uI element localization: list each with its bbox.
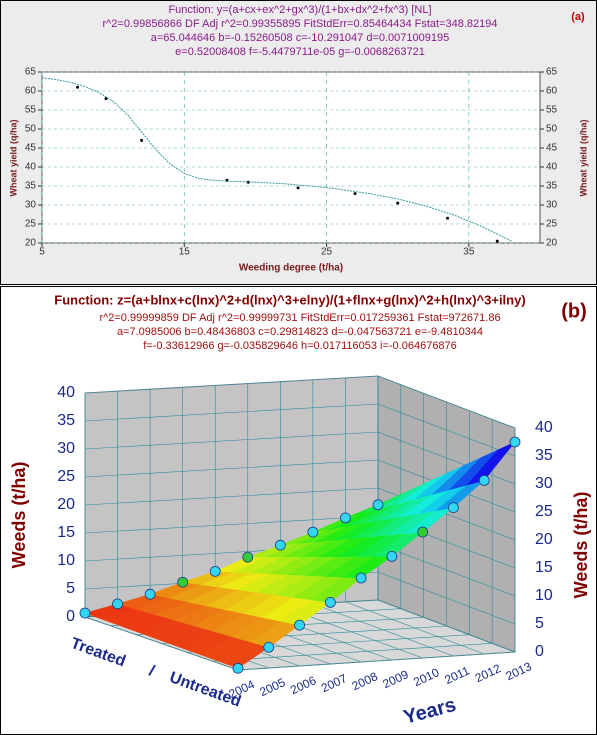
x-axis-label: Weeding degree (t/ha) bbox=[239, 263, 343, 274]
y-tick-label-right: 35 bbox=[546, 181, 558, 192]
y-tick-label-right: 25 bbox=[546, 219, 558, 230]
data-point bbox=[246, 180, 250, 184]
data-point bbox=[417, 526, 429, 538]
z-tick-label-right: 30 bbox=[535, 475, 553, 492]
y-tick-label-right: 65 bbox=[546, 67, 558, 78]
panel-label: (a) bbox=[571, 11, 585, 23]
data-point bbox=[209, 565, 221, 577]
grid-line bbox=[84, 431, 379, 450]
z-tick-label-right: 15 bbox=[535, 559, 553, 576]
data-point bbox=[232, 662, 244, 674]
data-point bbox=[446, 216, 450, 220]
data-point bbox=[340, 512, 351, 524]
data-point bbox=[144, 588, 156, 600]
data-point bbox=[396, 201, 400, 205]
x-tick-label: 25 bbox=[321, 247, 333, 258]
data-point bbox=[263, 641, 275, 653]
y-tick-label: 40 bbox=[25, 162, 37, 173]
z-axis-label: Weeds (t/ha) bbox=[9, 462, 29, 569]
data-point bbox=[324, 597, 336, 608]
y-tick-label: 35 bbox=[25, 181, 37, 192]
y-tick-label-right: 20 bbox=[546, 238, 558, 249]
data-point bbox=[386, 551, 398, 562]
data-point bbox=[274, 539, 286, 551]
annotation: e=0.52008408 f=-5.4479711e-05 g=-0.00682… bbox=[175, 46, 425, 58]
data-point bbox=[79, 607, 91, 619]
floor-grid bbox=[212, 643, 493, 662]
y-tick-label-right: 55 bbox=[546, 105, 558, 116]
data-point bbox=[104, 97, 108, 101]
z-tick-label-right: 0 bbox=[535, 643, 544, 660]
data-point bbox=[76, 85, 80, 89]
data-point bbox=[177, 576, 189, 588]
chart-title: Function: z=(a+blnx+c(lnx)^2+d(lnx)^3+el… bbox=[54, 292, 525, 307]
grid-line bbox=[84, 487, 379, 506]
data-point bbox=[140, 138, 144, 142]
z-tick-label: 0 bbox=[66, 608, 75, 625]
y-tick-label-right: 50 bbox=[546, 124, 558, 135]
z-tick-label-right: 35 bbox=[535, 447, 553, 464]
y-axis-label-right: Wheat yield (q/ha) bbox=[578, 119, 588, 196]
data-point bbox=[112, 598, 123, 610]
x-tick-label: 35 bbox=[463, 247, 475, 258]
fit-curve bbox=[41, 77, 512, 242]
z-tick-label: 10 bbox=[57, 552, 75, 569]
z-tick-label: 40 bbox=[57, 384, 75, 401]
x-tick-label: 5 bbox=[39, 247, 45, 258]
z-tick-label: 15 bbox=[57, 524, 75, 541]
annotation: a=7.0985006 b=0.48436803 c=0.29814823 d=… bbox=[117, 326, 483, 338]
data-point bbox=[509, 436, 521, 448]
data-point bbox=[495, 239, 499, 243]
y-tick-label: 30 bbox=[25, 200, 37, 211]
y-tick-label: / bbox=[147, 662, 158, 680]
data-point bbox=[355, 572, 367, 584]
y-tick-label: 60 bbox=[25, 86, 37, 97]
y-tick-label: 45 bbox=[25, 143, 37, 154]
data-point bbox=[372, 499, 384, 511]
data-point bbox=[353, 192, 357, 196]
z-tick-label-right: 5 bbox=[535, 615, 544, 632]
annotation: f=-0.33612966 g=-0.035829646 h=0.0171160… bbox=[143, 340, 457, 352]
data-point bbox=[478, 474, 490, 486]
data-point bbox=[448, 502, 459, 514]
annotation: r^2=0.99999859 DF Adj r^2=0.99999731 Fit… bbox=[99, 312, 500, 324]
z-tick-label-right: 25 bbox=[535, 503, 553, 520]
grid-line bbox=[84, 375, 379, 394]
annotation: a=65.044646 b=-0.15260508 c=-10.291047 d… bbox=[151, 32, 450, 44]
y-tick-label-right: 60 bbox=[546, 86, 558, 97]
grid-line bbox=[84, 515, 379, 534]
z-axis-label-right: Weeds (t/ha) bbox=[571, 492, 591, 599]
panel-label: (b) bbox=[561, 300, 587, 322]
plot-area bbox=[41, 71, 541, 244]
data-point bbox=[242, 551, 254, 563]
y-tick-label: 20 bbox=[25, 238, 37, 249]
z-tick-label: 35 bbox=[57, 412, 75, 429]
floor-grid bbox=[237, 651, 516, 671]
y-tick-label: 50 bbox=[25, 124, 37, 135]
data-point bbox=[296, 186, 300, 190]
y-axis-label: Wheat yield (q/ha) bbox=[8, 119, 18, 196]
z-tick-label-right: 20 bbox=[535, 531, 553, 548]
grid-line bbox=[84, 459, 379, 478]
y-tick-label: 65 bbox=[25, 67, 37, 78]
z-tick-label: 20 bbox=[57, 496, 75, 513]
z-tick-label-right: 40 bbox=[535, 419, 553, 436]
z-tick-label: 25 bbox=[57, 468, 75, 485]
y-tick-label: 25 bbox=[25, 219, 37, 230]
grid-line bbox=[84, 403, 379, 422]
z-tick-label: 5 bbox=[66, 580, 75, 597]
data-point bbox=[294, 619, 305, 631]
x-tick-label: 15 bbox=[179, 247, 191, 258]
y-tick-label-right: 45 bbox=[546, 143, 558, 154]
chart-title: Function: y=(a+cx+ex^2+gx^3)/(1+bx+dx^2+… bbox=[168, 4, 431, 16]
y-tick-label-right: 30 bbox=[546, 200, 558, 211]
y-tick-label-right: 40 bbox=[546, 162, 558, 173]
data-point bbox=[307, 526, 319, 538]
y-tick-label: 55 bbox=[25, 105, 37, 116]
z-tick-label-right: 10 bbox=[535, 587, 553, 604]
annotation: r^2=0.99856866 DF Adj r^2=0.99355895 Fit… bbox=[102, 18, 497, 30]
z-tick-label: 30 bbox=[57, 440, 75, 457]
